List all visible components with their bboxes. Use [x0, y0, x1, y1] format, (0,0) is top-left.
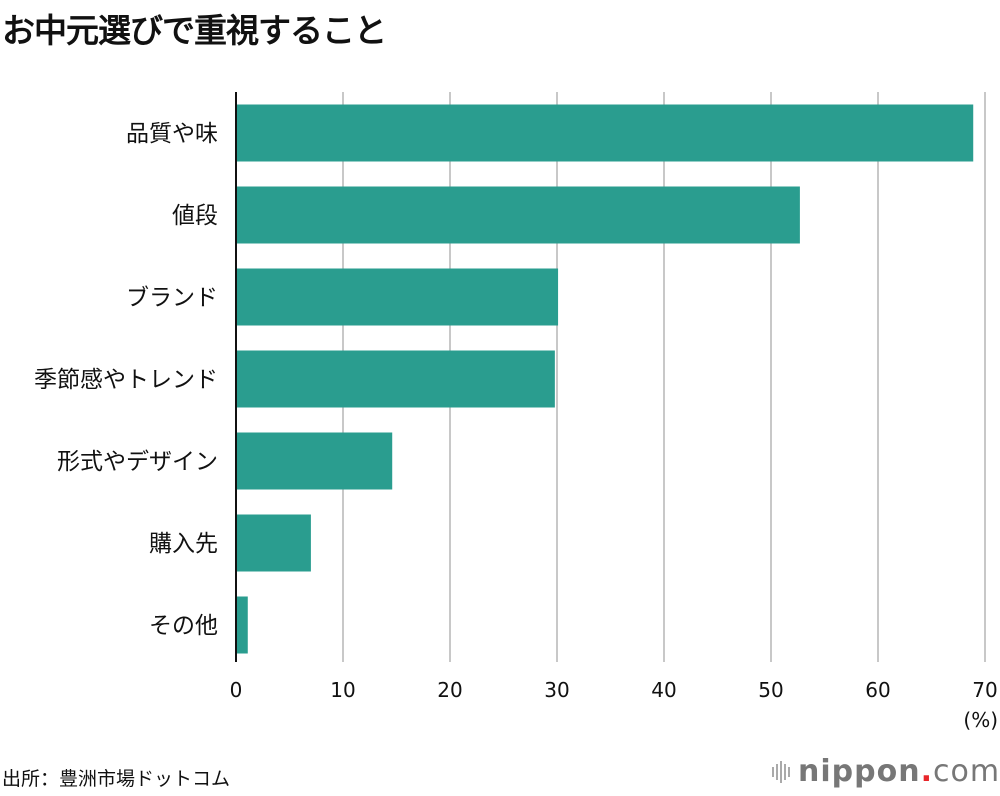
bar [236, 268, 559, 326]
logo-name: nippon [798, 754, 921, 789]
x-tick-label: 50 [758, 678, 783, 702]
x-tick-label: 0 [230, 678, 243, 702]
bar [236, 104, 974, 162]
bar [236, 350, 555, 408]
bar [236, 186, 800, 244]
category-label: その他 [149, 613, 218, 639]
bar [236, 596, 248, 654]
category-label: 品質や味 [126, 121, 218, 147]
nippon-logo: nippon. com [772, 754, 1000, 789]
x-unit-label: (%) [963, 708, 998, 732]
bar [236, 514, 311, 572]
category-label: ブランド [126, 285, 218, 311]
x-tick-label: 70 [972, 678, 997, 702]
bar [236, 432, 393, 490]
logo-dot: . [920, 754, 933, 789]
category-label: 季節感やトレンド [34, 367, 218, 393]
category-label: 値段 [172, 203, 218, 229]
source-note: 出所：豊洲市場ドットコム [2, 768, 231, 790]
category-label: 形式やデザイン [57, 449, 218, 475]
x-tick-label: 40 [651, 678, 676, 702]
x-tick-label: 20 [437, 678, 462, 702]
x-tick-label: 10 [330, 678, 355, 702]
category-label: 購入先 [149, 531, 218, 557]
logo-suffix: com [932, 754, 1000, 789]
x-tick-label: 30 [544, 678, 569, 702]
logo-mark-icon [772, 760, 790, 783]
chart-title: お中元選びで重視すること [2, 11, 387, 50]
x-tick-label: 60 [865, 678, 890, 702]
